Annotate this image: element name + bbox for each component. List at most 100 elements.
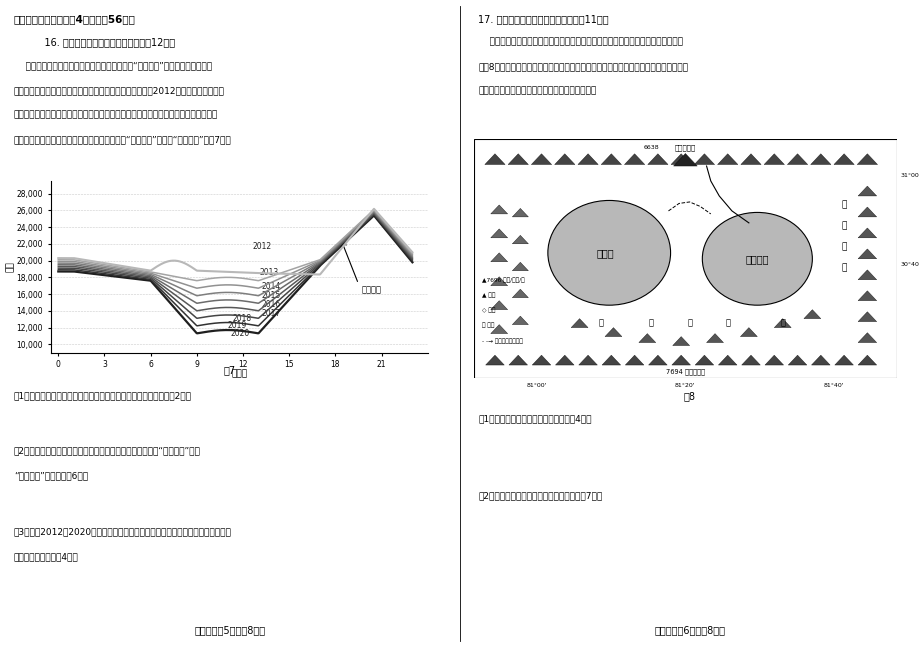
Polygon shape xyxy=(834,355,853,365)
Text: 7694 纳木那尼峰: 7694 纳木那尼峰 xyxy=(665,368,704,375)
Polygon shape xyxy=(740,327,756,336)
Polygon shape xyxy=(490,229,507,238)
Text: 内陆湖泊，仅北侧有一条窄窄的季节性河道相连。: 内陆湖泊，仅北侧有一条窄窄的季节性河道相连。 xyxy=(478,87,596,96)
Text: 冈仁波齐峰: 冈仁波齐峰 xyxy=(674,144,696,151)
Polygon shape xyxy=(638,334,655,343)
Text: 81°20': 81°20' xyxy=(675,383,695,388)
Polygon shape xyxy=(490,325,507,334)
Text: 2015: 2015 xyxy=(261,291,280,300)
Polygon shape xyxy=(512,208,528,217)
Polygon shape xyxy=(764,355,783,365)
Text: ▲ 山脉: ▲ 山脉 xyxy=(482,292,495,298)
Text: 17. 阅读图文资料，完成下列要求。（11分）: 17. 阅读图文资料，完成下列要求。（11分） xyxy=(478,14,608,24)
Polygon shape xyxy=(571,319,587,327)
Polygon shape xyxy=(577,154,597,164)
Text: 2019: 2019 xyxy=(227,322,246,331)
Text: “鸭子曲线”的原因。（6分）: “鸭子曲线”的原因。（6分） xyxy=(14,471,88,480)
Text: 拉: 拉 xyxy=(648,318,653,327)
Polygon shape xyxy=(803,310,820,319)
Text: （2）分析加利福尼亚州燃气发电厂电网净负荷日变化曲线从“驼峰曲线”变为: （2）分析加利福尼亚州燃气发电厂电网净负荷日变化曲线从“驼峰曲线”变为 xyxy=(14,446,200,455)
Text: 高三地理第5页（兲8页）: 高三地理第5页（兲8页） xyxy=(194,626,266,635)
Text: 玛旁雍错: 玛旁雍错 xyxy=(744,254,768,264)
Text: 山: 山 xyxy=(779,318,785,327)
Text: 展，燃气发电厂电网净负荷日变化曲线从过去的“驼峰曲线”变为了“鸭子曲线”（图7）。: 展，燃气发电厂电网净负荷日变化曲线从过去的“驼峰曲线”变为了“鸭子曲线”（图7）… xyxy=(14,135,232,144)
Polygon shape xyxy=(625,355,643,365)
Y-axis label: 兆瓦: 兆瓦 xyxy=(6,261,15,272)
Text: （1）分析湖泊一分为二的自然原因。（4分）: （1）分析湖泊一分为二的自然原因。（4分） xyxy=(478,414,591,423)
Text: 仲: 仲 xyxy=(686,318,691,327)
Text: ◇ 湖泊: ◇ 湖泊 xyxy=(482,307,495,313)
Polygon shape xyxy=(706,334,722,343)
Polygon shape xyxy=(787,154,807,164)
Text: 2013: 2013 xyxy=(260,268,279,277)
Polygon shape xyxy=(647,154,667,164)
Polygon shape xyxy=(512,236,528,244)
Polygon shape xyxy=(605,327,621,336)
Polygon shape xyxy=(857,270,876,280)
Text: （1）指出影响加利福尼亚州燃气发电厂电网净负荷大小的因素。（2分）: （1）指出影响加利福尼亚州燃气发电厂电网净负荷大小的因素。（2分） xyxy=(14,391,191,400)
Polygon shape xyxy=(490,277,507,286)
Text: 2012: 2012 xyxy=(252,242,271,251)
Text: 冈: 冈 xyxy=(841,201,845,210)
Polygon shape xyxy=(857,228,876,238)
Polygon shape xyxy=(531,154,551,164)
Text: 30°40': 30°40' xyxy=(900,262,919,267)
Polygon shape xyxy=(718,355,736,365)
Polygon shape xyxy=(694,154,714,164)
Text: 马: 马 xyxy=(597,318,603,327)
Polygon shape xyxy=(508,355,527,365)
Text: 2016: 2016 xyxy=(261,300,280,309)
Polygon shape xyxy=(857,154,877,164)
Polygon shape xyxy=(857,312,876,322)
Text: - -→ 季节性河流及流向: - -→ 季节性河流及流向 xyxy=(482,338,523,344)
Polygon shape xyxy=(764,154,784,164)
Polygon shape xyxy=(490,301,507,310)
Polygon shape xyxy=(857,186,876,196)
Text: 美国加利福尼亚州拥有丰富的太阳能资源，有“阳光之州”的美誉。当地燃气发: 美国加利福尼亚州拥有丰富的太阳能资源，有“阳光之州”的美誉。当地燃气发 xyxy=(14,61,211,71)
Polygon shape xyxy=(648,355,666,365)
Polygon shape xyxy=(578,355,596,365)
Polygon shape xyxy=(485,355,504,365)
Text: 高三地理第6页（兲8页）: 高三地理第6页（兲8页） xyxy=(653,626,725,635)
Text: 2017: 2017 xyxy=(261,309,280,318)
Polygon shape xyxy=(717,154,737,164)
Polygon shape xyxy=(857,249,876,259)
Text: 2020: 2020 xyxy=(231,329,250,338)
Polygon shape xyxy=(490,205,507,214)
Text: 电厂产生的影响。（4分）: 电厂产生的影响。（4分） xyxy=(14,552,78,561)
Text: 斯: 斯 xyxy=(841,243,845,251)
Text: 拉昂错: 拉昂错 xyxy=(596,248,613,258)
Text: 上升斜坡: 上升斜坡 xyxy=(361,286,381,294)
Text: （3）说明2012～2020年加利福尼亚州燃气发电厂电网净负荷曲线的变化对燃气发: （3）说明2012～2020年加利福尼亚州燃气发电厂电网净负荷曲线的变化对燃气发 xyxy=(14,527,232,536)
Text: 底: 底 xyxy=(841,221,845,230)
Polygon shape xyxy=(554,154,574,164)
X-axis label: （时）: （时） xyxy=(231,369,247,378)
Text: 山: 山 xyxy=(841,263,845,272)
Text: 31°00': 31°00' xyxy=(900,173,919,177)
Text: 81°40': 81°40' xyxy=(823,383,843,388)
Polygon shape xyxy=(857,355,876,365)
Text: 2014: 2014 xyxy=(261,282,280,291)
Polygon shape xyxy=(857,291,876,301)
Text: 图7: 图7 xyxy=(223,366,236,375)
Polygon shape xyxy=(740,154,760,164)
Ellipse shape xyxy=(701,212,811,305)
Text: 6638: 6638 xyxy=(643,144,659,149)
Polygon shape xyxy=(857,207,876,217)
Text: 电厂为了满足高峰时间段用电，会有计划地集中并网发电。2012年当地燃气发电厂的: 电厂为了满足高峰时间段用电，会有计划地集中并网发电。2012年当地燃气发电厂的 xyxy=(14,86,224,95)
Text: 81°00': 81°00' xyxy=(527,383,547,388)
Polygon shape xyxy=(857,333,876,343)
Polygon shape xyxy=(774,319,790,327)
Polygon shape xyxy=(490,253,507,262)
Text: 在青藏高原冈底斯山脉与喜马拉雅山脉之间有两个孪生姊妹湖：玛旁雍错与拉昂错: 在青藏高原冈底斯山脉与喜马拉雅山脉之间有两个孪生姊妹湖：玛旁雍错与拉昂错 xyxy=(478,38,683,47)
Polygon shape xyxy=(507,154,528,164)
Polygon shape xyxy=(624,154,644,164)
Ellipse shape xyxy=(548,201,670,305)
Text: 16. 阅读图文资料，完成下列要求。（12分）: 16. 阅读图文资料，完成下列要求。（12分） xyxy=(32,38,176,47)
Text: ～ 河流: ～ 河流 xyxy=(482,322,494,327)
Text: （2）比较两湖的盐度差异，并说明理由。（7分）: （2）比较两湖的盐度差异，并说明理由。（7分） xyxy=(478,492,602,501)
Polygon shape xyxy=(531,355,550,365)
Polygon shape xyxy=(555,355,573,365)
Polygon shape xyxy=(600,154,621,164)
Text: 电网净负荷日变化曲线看起来就像驼峰（有两个高峰）。随着当地太阳能发电的快速发: 电网净负荷日变化曲线看起来就像驼峰（有两个高峰）。随着当地太阳能发电的快速发 xyxy=(14,111,218,120)
